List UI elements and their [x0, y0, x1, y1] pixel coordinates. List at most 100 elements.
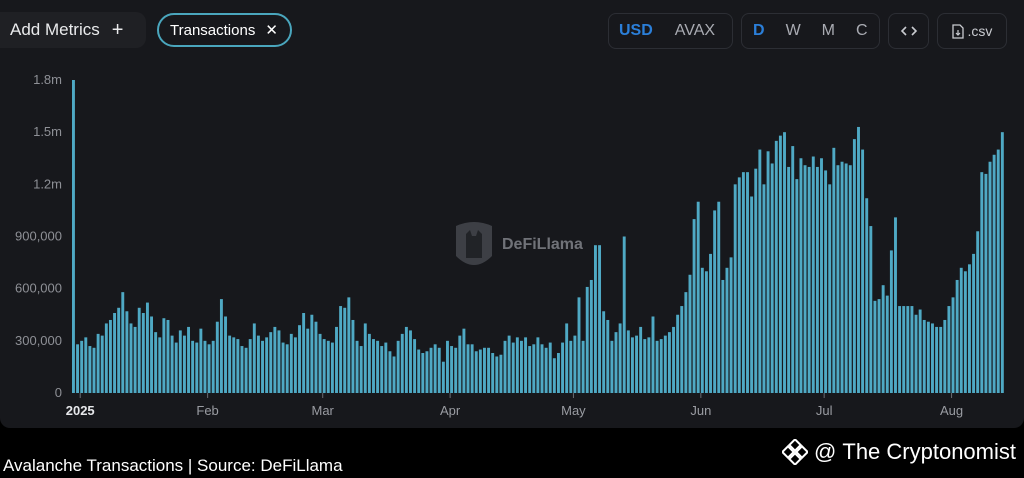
- bar: [606, 319, 610, 393]
- bar: [487, 347, 491, 393]
- bar: [252, 323, 256, 393]
- bar: [532, 344, 536, 393]
- bar: [746, 172, 749, 393]
- chip-label: Transactions: [170, 21, 256, 39]
- bar: [750, 196, 754, 393]
- close-icon[interactable]: ✕: [265, 22, 278, 39]
- y-tick-label: 1.8m: [33, 72, 62, 87]
- bar: [569, 340, 573, 393]
- bar: [141, 313, 145, 393]
- bar: [754, 168, 758, 393]
- bar: [462, 328, 466, 393]
- bar: [704, 271, 708, 393]
- bar: [343, 307, 347, 393]
- bar: [643, 339, 647, 393]
- bar: [672, 326, 675, 393]
- bar: [281, 342, 285, 393]
- bar: [635, 335, 638, 393]
- period-option-c[interactable]: C: [856, 22, 868, 39]
- add-metrics-button[interactable]: Add Metrics +: [0, 12, 146, 48]
- bar: [400, 333, 404, 393]
- bar: [298, 325, 301, 393]
- bar: [544, 347, 548, 393]
- bar: [852, 139, 856, 393]
- bar: [926, 321, 930, 393]
- bar: [647, 337, 651, 393]
- csv-download-button[interactable]: .csv: [937, 13, 1007, 49]
- bar: [557, 353, 560, 393]
- bar: [429, 347, 433, 393]
- y-axis: 0 300,000 600,000 900,000 1.2m 1.5m 1.8m: [15, 72, 62, 400]
- brand-credit: @ The Cryptonomist: [782, 439, 1016, 465]
- bar: [425, 351, 429, 393]
- currency-option-usd[interactable]: USD: [619, 22, 653, 39]
- bar: [844, 163, 848, 393]
- bar: [314, 321, 318, 393]
- bar: [240, 346, 244, 393]
- bar: [589, 279, 593, 393]
- bar: [943, 319, 947, 393]
- llama-logo-icon: [456, 222, 492, 265]
- x-tick-label: Aug: [940, 403, 963, 418]
- metric-chip-transactions[interactable]: Transactions ✕: [157, 13, 292, 47]
- bar: [339, 306, 343, 393]
- currency-option-avax[interactable]: AVAX: [674, 22, 716, 39]
- bar: [811, 156, 815, 393]
- bar: [80, 340, 84, 393]
- bar: [88, 346, 92, 393]
- bar: [758, 149, 762, 393]
- watermark-text: DeFiLlama: [502, 236, 583, 253]
- bar: [939, 326, 943, 393]
- bar: [602, 311, 606, 393]
- bar: [133, 326, 137, 393]
- bar: [478, 349, 482, 393]
- bar: [421, 353, 425, 393]
- bar: [474, 351, 478, 393]
- embed-button[interactable]: [888, 13, 929, 49]
- bar: [367, 333, 371, 393]
- bar: [326, 340, 330, 393]
- bar: [409, 330, 412, 393]
- bar: [318, 333, 322, 393]
- bar: [968, 264, 971, 393]
- bar: [256, 335, 260, 393]
- bar: [100, 335, 104, 393]
- period-option-w[interactable]: W: [785, 22, 801, 39]
- x-axis: 2025 Feb Mar Apr May Jun Jul Aug: [66, 393, 963, 418]
- bar: [372, 339, 375, 393]
- currency-toggle: USD AVAX: [608, 13, 733, 49]
- bar: [446, 340, 449, 393]
- bar: [770, 163, 774, 393]
- bar: [614, 332, 618, 393]
- bar: [540, 344, 544, 393]
- bar: [228, 335, 232, 393]
- bar: [548, 342, 552, 393]
- bar: [889, 250, 893, 393]
- bar: [910, 306, 914, 393]
- bar: [626, 330, 630, 393]
- period-toggle: D W M C: [741, 13, 880, 49]
- bar: [894, 217, 897, 393]
- bar: [676, 314, 680, 393]
- bar: [187, 326, 190, 393]
- bar: [680, 306, 684, 393]
- bar: [76, 344, 80, 393]
- bar: [195, 342, 199, 393]
- bar: [437, 347, 441, 393]
- bar: [885, 295, 889, 393]
- bar: [766, 151, 770, 393]
- bar: [302, 313, 306, 393]
- bar: [787, 166, 791, 393]
- bar: [655, 340, 659, 393]
- bar: [918, 309, 922, 393]
- bar: [450, 346, 454, 393]
- bar: [125, 311, 129, 393]
- period-option-d[interactable]: D: [753, 22, 765, 39]
- bar: [877, 299, 881, 393]
- bar: [466, 344, 470, 393]
- bar: [248, 339, 252, 393]
- bar: [335, 326, 338, 393]
- x-tick-label: Jun: [690, 403, 711, 418]
- bar: [795, 179, 799, 393]
- period-option-m[interactable]: M: [821, 22, 835, 39]
